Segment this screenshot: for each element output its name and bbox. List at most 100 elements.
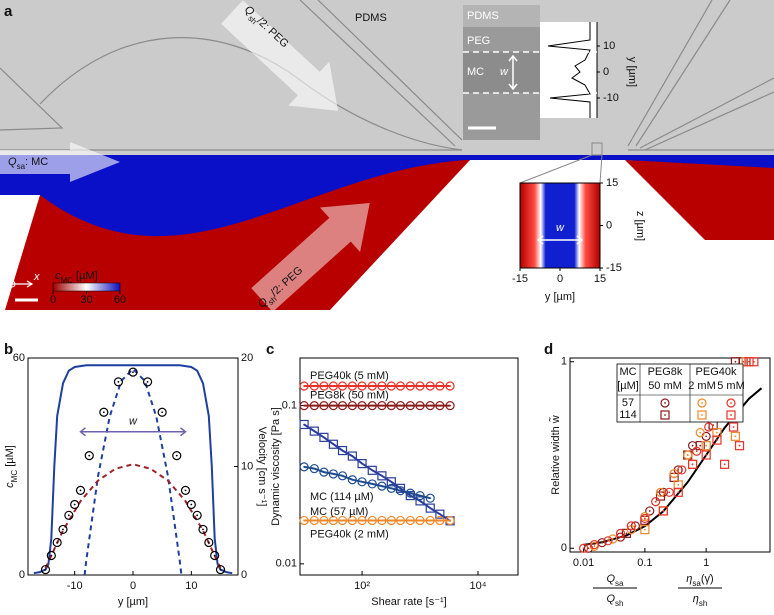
marker xyxy=(445,515,455,526)
marker-dot xyxy=(438,519,441,522)
marker-shape xyxy=(425,493,435,503)
legend-header: [µM] xyxy=(617,380,639,392)
marker xyxy=(186,499,196,510)
marker-dot xyxy=(593,545,596,548)
marker-dot xyxy=(62,528,64,531)
marker xyxy=(445,381,455,391)
marker-shape xyxy=(64,510,74,520)
series-label: PEG40k (5 mM) xyxy=(310,370,389,382)
marker-shape xyxy=(328,469,338,479)
marker-dot xyxy=(390,404,393,407)
tick-label: 0 xyxy=(603,66,609,78)
marker xyxy=(337,471,348,481)
zoom-lines xyxy=(519,154,603,184)
marker-shape xyxy=(701,441,711,451)
marker-dot xyxy=(341,404,344,407)
marker xyxy=(395,515,406,526)
marker-shape xyxy=(645,506,655,516)
marker-shape xyxy=(697,398,707,408)
x-tick-label: -10 xyxy=(67,580,83,592)
marker-shape xyxy=(712,435,722,445)
marker xyxy=(697,398,707,408)
series-line xyxy=(303,465,431,500)
marker xyxy=(615,528,626,538)
marker-dot xyxy=(677,491,680,494)
marker-shape xyxy=(52,537,62,548)
marker-dot xyxy=(323,471,325,474)
marker-shape xyxy=(425,401,435,411)
marker xyxy=(395,381,406,391)
marker-dot xyxy=(449,519,451,522)
marker-dot xyxy=(438,404,441,407)
marker xyxy=(415,496,425,506)
marker-shape xyxy=(357,459,367,469)
marker-dot xyxy=(371,385,374,387)
marker-shape xyxy=(626,521,636,531)
marker-shape xyxy=(435,381,445,391)
marker xyxy=(730,431,741,441)
x-tick-label: 10 xyxy=(185,580,197,592)
marker-dot xyxy=(734,435,737,438)
marker-dot xyxy=(630,524,633,527)
marker-shape xyxy=(128,367,138,377)
layer-label: MC xyxy=(467,66,484,78)
marker-dot xyxy=(409,492,412,494)
intensity-profile xyxy=(547,22,591,118)
marker-dot xyxy=(381,519,383,522)
marker-dot xyxy=(643,517,646,520)
marker xyxy=(603,536,613,546)
marker-shape xyxy=(198,524,208,535)
marker xyxy=(701,441,711,451)
colorbar-label-part: MC xyxy=(61,276,74,285)
marker-dot xyxy=(303,465,305,468)
marker-dot xyxy=(56,541,59,544)
marker-dot xyxy=(67,514,70,517)
fraction-numerator-part: sa xyxy=(615,579,624,588)
marker-dot xyxy=(390,385,393,387)
fraction-denominator: Qsh xyxy=(606,593,623,608)
y2-tick-label: 20 xyxy=(241,352,253,364)
marker-shape xyxy=(367,401,377,411)
marker xyxy=(395,486,406,496)
marker xyxy=(309,381,319,391)
marker xyxy=(367,401,377,411)
marker xyxy=(157,407,167,417)
marker-shape xyxy=(328,381,338,391)
marker xyxy=(357,381,367,391)
x-tick-label: 10² xyxy=(354,580,370,592)
marker-dot xyxy=(381,485,383,487)
marker xyxy=(660,398,670,408)
marker-dot xyxy=(695,450,698,453)
panel-letter: a xyxy=(4,3,13,20)
fraction-numerator-part: sa xyxy=(692,579,701,588)
marker-dot xyxy=(351,519,354,522)
marker-dot xyxy=(419,519,421,522)
panel-letter: d xyxy=(544,341,553,358)
marker-dot xyxy=(399,404,402,407)
marker-dot xyxy=(399,519,402,522)
marker-dot xyxy=(701,414,703,416)
marker xyxy=(52,537,62,548)
inlet-label-part: : MC xyxy=(25,156,48,168)
marker xyxy=(673,487,683,497)
marker xyxy=(309,426,319,436)
marker-dot xyxy=(716,439,718,441)
marker-dot xyxy=(701,402,703,404)
marker-shape xyxy=(728,422,739,432)
marker-shape xyxy=(640,513,650,524)
marker-dot xyxy=(619,532,622,535)
marker xyxy=(405,488,415,498)
marker-dot xyxy=(219,568,222,571)
marker xyxy=(660,410,670,420)
marker xyxy=(395,401,406,411)
marker-shape xyxy=(309,463,319,474)
marker-dot xyxy=(184,489,187,492)
marker-shape xyxy=(386,515,396,526)
marker xyxy=(347,401,357,411)
marker-dot xyxy=(371,483,374,485)
marker xyxy=(658,506,668,516)
marker-dot xyxy=(341,449,344,452)
series-line xyxy=(33,364,233,575)
width-label: w xyxy=(556,222,565,234)
marker xyxy=(386,515,396,526)
